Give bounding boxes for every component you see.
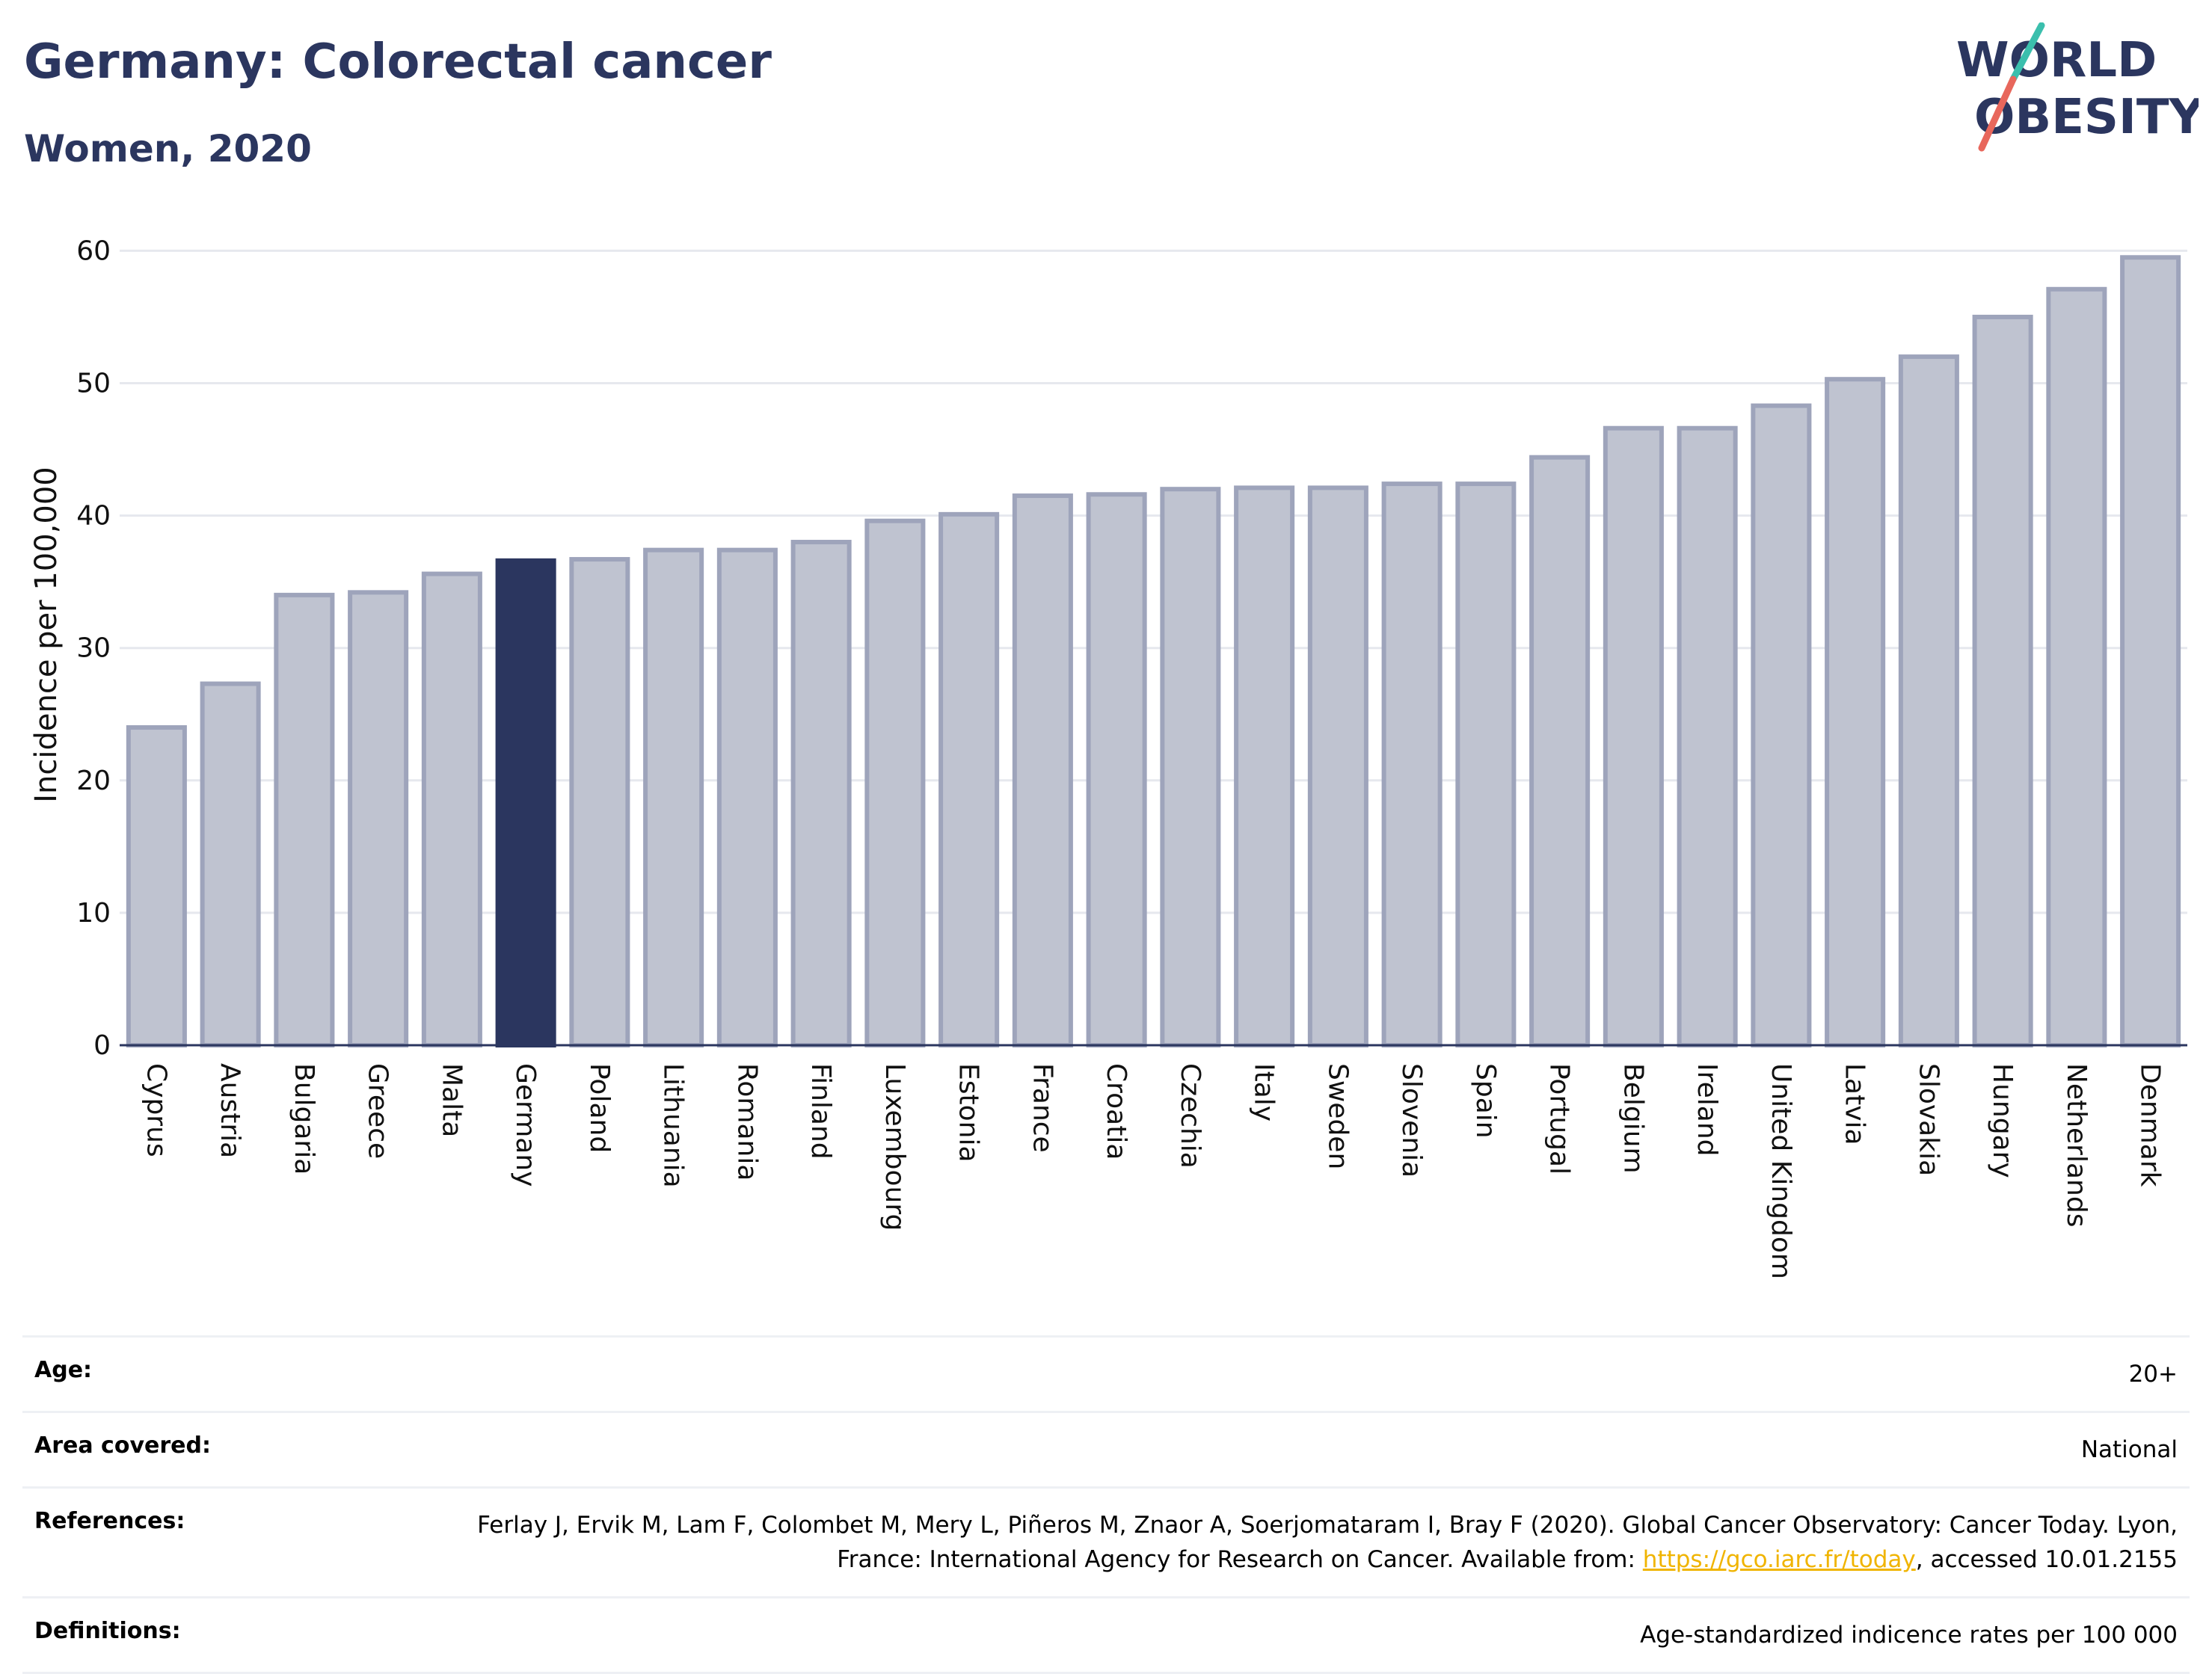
bar-croatia bbox=[1086, 492, 1147, 1047]
x-tick-label: Spain bbox=[1470, 1063, 1501, 1139]
references-value: Ferlay J, Ervik M, Lam F, Colombet M, Me… bbox=[458, 1508, 2178, 1577]
y-tick-label: 10 bbox=[76, 898, 111, 929]
bar-malta bbox=[421, 571, 482, 1048]
x-tick-label: Czechia bbox=[1175, 1063, 1205, 1169]
bar-estonia bbox=[938, 511, 1000, 1048]
area-value: National bbox=[2080, 1436, 2178, 1463]
x-tick-label: Estonia bbox=[953, 1063, 984, 1163]
bar-latvia bbox=[1825, 377, 1886, 1047]
x-tick-label: Italy bbox=[1249, 1063, 1279, 1121]
bar-austria bbox=[200, 681, 261, 1047]
bar-lithuania bbox=[643, 547, 704, 1047]
x-tick-label: Malta bbox=[436, 1063, 467, 1137]
x-tick-label: United Kingdom bbox=[1766, 1063, 1796, 1279]
page-subtitle: Women, 2020 bbox=[24, 127, 312, 170]
x-tick-labels: Cyprus Austria Bulgaria Greece Malta Germany P… bbox=[141, 1063, 2165, 1279]
info-table: Age: 20+ Area covered: National Referenc… bbox=[22, 1335, 2190, 1674]
x-tick-label: Slovenia bbox=[1396, 1063, 1427, 1178]
bar-france bbox=[1012, 493, 1073, 1047]
bar-united-kingdom bbox=[1751, 403, 1812, 1048]
y-tick-label: 50 bbox=[76, 369, 111, 399]
x-tick-label: Greece bbox=[363, 1063, 393, 1159]
x-tick-label: Finland bbox=[805, 1063, 836, 1160]
references-link[interactable]: https://gco.iarc.fr/today bbox=[1642, 1546, 1916, 1573]
bar-hungary bbox=[1972, 314, 2033, 1048]
x-tick-label: Denmark bbox=[2135, 1063, 2166, 1187]
info-row-area: Area covered: National bbox=[22, 1411, 2190, 1486]
bar-greece bbox=[348, 590, 409, 1047]
x-tick-label: Slovakia bbox=[1913, 1063, 1944, 1176]
bar-denmark bbox=[2120, 255, 2181, 1048]
bars bbox=[126, 255, 2181, 1048]
bar-spain bbox=[1455, 481, 1517, 1047]
references-label: References: bbox=[34, 1508, 185, 1534]
bar-czechia bbox=[1160, 487, 1221, 1047]
references-accessed: , accessed 10.01.2155 bbox=[1915, 1546, 2178, 1573]
x-tick-label: Netherlands bbox=[2061, 1063, 2092, 1227]
world-obesity-logo: WORLD OBESITY bbox=[1956, 22, 2199, 152]
bar-poland bbox=[569, 557, 630, 1048]
y-tick-labels: 0 10 20 30 40 50 60 bbox=[76, 236, 111, 1061]
x-tick-label: Sweden bbox=[1322, 1063, 1353, 1169]
bar-slovenia bbox=[1381, 481, 1443, 1047]
definitions-label: Definitions: bbox=[34, 1618, 181, 1644]
bar-bulgaria bbox=[274, 592, 335, 1047]
bar-netherlands bbox=[2046, 286, 2107, 1048]
logo-line2: OBESITY bbox=[1974, 90, 2199, 145]
definitions-value: Age-standardized indicence rates per 100… bbox=[1640, 1622, 2178, 1649]
x-tick-label: Germany bbox=[510, 1063, 541, 1187]
bar-ireland bbox=[1677, 425, 1738, 1048]
bar-chart: 0 10 20 30 40 50 60 Cyprus Austria Bulgaria Greec… bbox=[29, 236, 2187, 1279]
age-label: Age: bbox=[34, 1357, 93, 1383]
x-tick-label: Ireland bbox=[1692, 1063, 1722, 1157]
area-label: Area covered: bbox=[34, 1433, 211, 1459]
x-tick-label: Bulgaria bbox=[289, 1063, 319, 1175]
info-row-definitions: Definitions: Age-standardized indicence … bbox=[22, 1596, 2190, 1674]
references-text: Ferlay J, Ervik M, Lam F, Colombet M, Me… bbox=[477, 1512, 2178, 1573]
x-tick-label: France bbox=[1027, 1063, 1057, 1153]
x-tick-label: Lithuania bbox=[658, 1063, 689, 1188]
x-tick-label: Latvia bbox=[1840, 1063, 1870, 1145]
x-tick-label: Belgium bbox=[1617, 1063, 1648, 1174]
x-tick-label: Austria bbox=[215, 1063, 245, 1158]
y-axis-label: Incidence per 100,000 bbox=[29, 467, 64, 803]
x-tick-label: Luxembourg bbox=[879, 1063, 910, 1231]
bar-belgium bbox=[1603, 425, 1664, 1048]
bar-cyprus bbox=[126, 724, 187, 1047]
x-tick-label: Hungary bbox=[1987, 1063, 2018, 1178]
logo-slash-bottom bbox=[1978, 76, 2017, 152]
x-tick-label: Romania bbox=[731, 1063, 762, 1181]
bar-germany bbox=[495, 558, 556, 1047]
bar-romania bbox=[716, 547, 778, 1047]
info-row-references: References: Ferlay J, Ervik M, Lam F, Co… bbox=[22, 1486, 2190, 1596]
bar-portugal bbox=[1529, 455, 1591, 1047]
age-value: 20+ bbox=[2128, 1361, 2178, 1388]
y-tick-label: 20 bbox=[76, 766, 111, 796]
logo-slash-top bbox=[2009, 22, 2045, 83]
x-tick-label: Croatia bbox=[1101, 1063, 1131, 1160]
x-tick-label: Portugal bbox=[1544, 1063, 1575, 1175]
x-tick-label: Poland bbox=[584, 1063, 615, 1153]
page-title: Germany: Colorectal cancer bbox=[24, 34, 772, 90]
y-tick-label: 60 bbox=[76, 236, 111, 266]
info-row-age: Age: 20+ bbox=[22, 1335, 2190, 1411]
logo-line1: WORLD bbox=[1956, 33, 2157, 88]
x-tick-label: Cyprus bbox=[141, 1063, 171, 1157]
bar-italy bbox=[1234, 485, 1295, 1047]
y-tick-label: 0 bbox=[93, 1030, 111, 1061]
y-tick-label: 30 bbox=[76, 633, 111, 664]
bar-sweden bbox=[1307, 485, 1368, 1047]
y-tick-label: 40 bbox=[76, 501, 111, 532]
bar-luxembourg bbox=[864, 518, 926, 1047]
bar-slovakia bbox=[1898, 354, 1959, 1047]
bar-finland bbox=[790, 540, 852, 1047]
